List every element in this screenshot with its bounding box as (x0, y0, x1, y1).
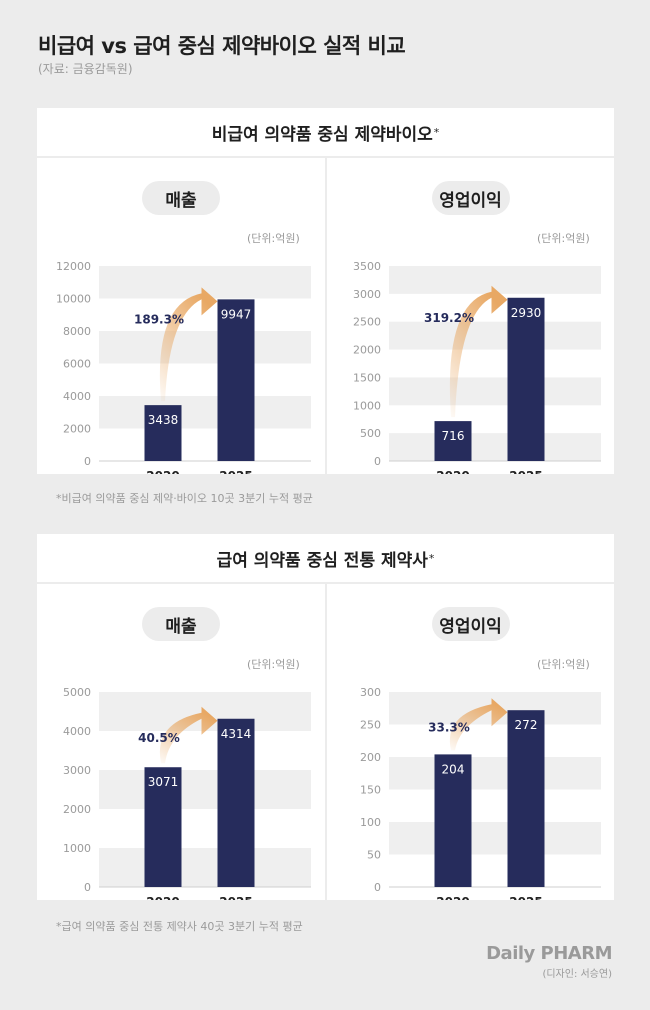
y-tick-label: 12000 (56, 260, 91, 273)
growth-label: 33.3% (428, 720, 470, 734)
y-tick-label: 50 (367, 849, 381, 862)
section-title-mark: * (433, 125, 440, 139)
x-tick-label: 2020 (436, 469, 469, 474)
y-tick-label: 300 (360, 686, 381, 699)
grid-band (99, 331, 311, 364)
growth-arrow (449, 285, 508, 418)
x-tick-label: 2025 (219, 469, 252, 474)
chart-panel-revenue-2: 매출 (단위:억원) 0 1000 2000 3000 4000 5000 3071 2020… (37, 584, 325, 900)
chart-panel-profit-2: 영업이익 (단위:억원) 0 50 100 150 200 250 300 204 2020 27… (325, 584, 614, 900)
bar (144, 405, 182, 461)
bar-value-label: 716 (442, 429, 465, 443)
y-tick-label: 4000 (63, 725, 91, 738)
y-tick-label: 3000 (63, 764, 91, 777)
panel-label: 매출 (142, 607, 220, 641)
panel-label: 매출 (142, 181, 220, 215)
section-title: 비급여 의약품 중심 제약바이오 * (37, 108, 614, 158)
y-tick-label: 500 (360, 427, 381, 440)
bar-value-label: 4314 (221, 727, 252, 741)
bar (507, 297, 545, 461)
section-non-reimbursed: 비급여 의약품 중심 제약바이오 * 매출 (단위:억원) 0 2000 4000 60… (37, 108, 614, 474)
y-tick-label: 1000 (63, 842, 91, 855)
growth-arrow (159, 706, 218, 764)
unit-label: (단위:억원) (537, 658, 590, 671)
x-tick-label: 2025 (219, 895, 252, 900)
section-title: 급여 의약품 중심 전통 제약사 * (37, 534, 614, 584)
bar-chart: 0 500 1000 1500 2000 2500 3000 3500 716 2020 2930 2… (353, 260, 601, 474)
y-tick-label: 0 (374, 455, 381, 468)
section-title-text: 비급여 의약품 중심 제약바이오 (211, 124, 433, 145)
x-tick-label: 2020 (146, 895, 179, 900)
grid-band (389, 822, 601, 855)
bar-value-label: 204 (442, 762, 465, 776)
x-tick-label: 2025 (509, 469, 542, 474)
bar (434, 754, 472, 887)
y-tick-label: 5000 (63, 686, 91, 699)
bar (217, 299, 255, 461)
y-tick-label: 200 (360, 751, 381, 764)
bar (507, 710, 545, 887)
page-title: 비급여 vs 급여 중심 제약바이오 실적 비교 (38, 34, 406, 58)
panel-label: 영업이익 (431, 607, 510, 641)
chart-panel-profit-1: 영업이익 (단위:억원) 0 500 1000 1500 2000 2500 3000 350… (325, 158, 614, 474)
growth-label: 40.5% (138, 731, 180, 745)
y-tick-label: 150 (360, 784, 381, 797)
bar (144, 767, 182, 887)
y-tick-label: 1500 (353, 371, 381, 384)
brand-logo: Daily PHARM (486, 943, 612, 964)
footnote-1: *비급여 의약품 중심 제약·바이오 10곳 3분기 누적 평균 (56, 492, 313, 505)
bar-value-label: 9947 (221, 307, 252, 321)
bar-value-label: 3071 (148, 775, 179, 789)
y-tick-label: 2000 (63, 803, 91, 816)
y-tick-label: 8000 (63, 325, 91, 338)
y-tick-label: 2000 (63, 423, 91, 436)
y-tick-label: 100 (360, 816, 381, 829)
unit-label: (단위:억원) (537, 232, 590, 245)
x-tick-label: 2020 (146, 469, 179, 474)
grid-band (389, 433, 601, 461)
grid-band (99, 848, 311, 887)
bar-value-label: 2930 (511, 306, 542, 320)
designer-credit: (디자인: 서승연) (542, 969, 612, 980)
grid-band (389, 757, 601, 790)
unit-label: (단위:억원) (247, 232, 300, 245)
section-title-text: 급여 의약품 중심 전통 제약사 (216, 550, 428, 571)
growth-label: 189.3% (134, 312, 184, 326)
bar-value-label: 3438 (148, 413, 179, 427)
y-tick-label: 2500 (353, 316, 381, 329)
grid-band (99, 396, 311, 429)
y-tick-label: 1000 (353, 399, 381, 412)
y-tick-label: 0 (374, 881, 381, 894)
y-tick-label: 3000 (353, 288, 381, 301)
growth-arrow (159, 287, 218, 402)
y-tick-label: 2000 (353, 344, 381, 357)
bar-chart: 0 50 100 150 200 250 300 204 2020 272 2025 33.3% (360, 686, 601, 900)
footnote-2: *급여 의약품 중심 전통 제약사 40곳 3분기 누적 평균 (56, 920, 303, 933)
x-tick-label: 2020 (436, 895, 469, 900)
y-tick-label: 0 (84, 881, 91, 894)
y-tick-label: 0 (84, 455, 91, 468)
grid-band (99, 770, 311, 809)
chart-panel-revenue-1: 매출 (단위:억원) 0 2000 4000 6000 8000 10000 12000 34… (37, 158, 325, 474)
y-tick-label: 250 (360, 719, 381, 732)
panel-label: 영업이익 (431, 181, 510, 215)
source-note: (자료: 금융감독원) (38, 62, 133, 76)
bar (434, 421, 472, 461)
section-reimbursed: 급여 의약품 중심 전통 제약사 * 매출 (단위:억원) 0 1000 2000 30… (37, 534, 614, 900)
growth-arrow (449, 698, 508, 751)
x-tick-label: 2025 (509, 895, 542, 900)
bar-chart: 0 2000 4000 6000 8000 10000 12000 3438 2020 9947 2… (56, 260, 311, 474)
bar-value-label: 272 (515, 718, 538, 732)
bar (217, 718, 255, 887)
y-tick-label: 6000 (63, 358, 91, 371)
grid-band (389, 321, 601, 350)
bar-chart: 0 1000 2000 3000 4000 5000 3071 2020 4314 2025 40.… (63, 686, 311, 900)
y-tick-label: 4000 (63, 390, 91, 403)
y-tick-label: 3500 (353, 260, 381, 273)
y-tick-label: 10000 (56, 293, 91, 306)
growth-label: 319.2% (424, 311, 474, 325)
unit-label: (단위:억원) (247, 658, 300, 671)
grid-band (389, 377, 601, 406)
section-title-mark: * (428, 551, 435, 565)
